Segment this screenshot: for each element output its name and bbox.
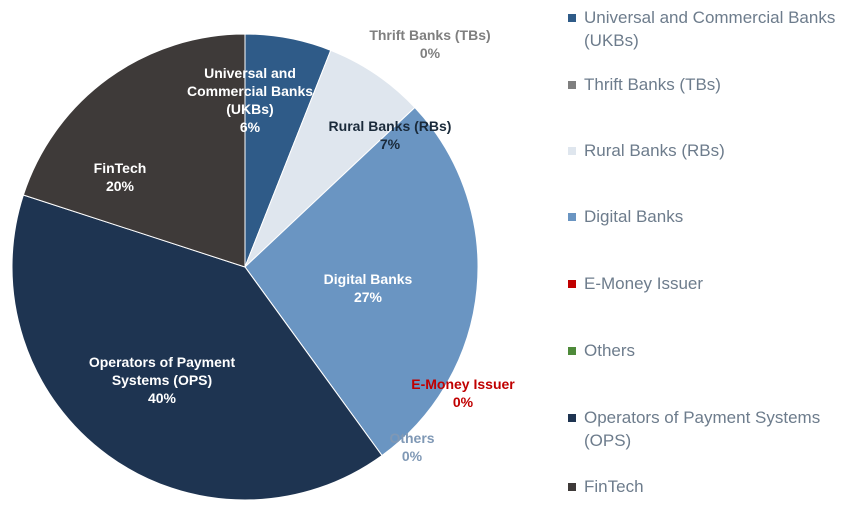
- data-label-name: Thrift Banks (TBs): [369, 27, 491, 43]
- legend-label: Operators of Payment Systems (OPS): [584, 408, 821, 450]
- data-label: Others 0%: [352, 429, 472, 465]
- data-label-value: 0%: [419, 45, 441, 61]
- legend-item: E-Money Issuer: [568, 272, 838, 295]
- legend-label: E-Money Issuer: [584, 274, 704, 293]
- data-label-value: 0%: [452, 394, 474, 410]
- data-label-value: 40%: [147, 390, 177, 406]
- data-label-name: Others: [389, 430, 435, 446]
- legend-label: Rural Banks (RBs): [584, 141, 725, 160]
- legend-swatch: [568, 347, 576, 355]
- pie-slice: [244, 106, 479, 457]
- legend-label: Others: [584, 341, 636, 360]
- data-label-name: Operators of Payment Systems (OPS): [88, 354, 236, 388]
- legend-item: FinTech: [568, 475, 838, 498]
- legend-item: Others: [568, 339, 838, 362]
- legend-swatch: [568, 414, 576, 422]
- data-label: FinTech 20%: [60, 159, 180, 195]
- legend-label: Thrift Banks (TBs): [584, 75, 721, 94]
- data-label: Rural Banks (RBs) 7%: [305, 117, 475, 153]
- legend-swatch: [568, 213, 576, 221]
- pie-slice: [22, 33, 246, 268]
- legend-swatch: [568, 81, 576, 89]
- data-label-value: 6%: [239, 119, 261, 135]
- legend-item: Operators of Payment Systems (OPS): [568, 406, 838, 452]
- legend-item: Universal and Commercial Banks (UKBs): [568, 6, 838, 52]
- data-label-value: 27%: [353, 289, 383, 305]
- data-label-value: 7%: [379, 136, 401, 152]
- legend-swatch: [568, 14, 576, 22]
- data-label: Operators of Payment Systems (OPS) 40%: [72, 353, 252, 407]
- data-label-name: Rural Banks (RBs): [328, 118, 452, 134]
- data-label-name: FinTech: [93, 160, 147, 176]
- legend-label: Digital Banks: [584, 207, 684, 226]
- data-label: Digital Banks 27%: [293, 270, 443, 306]
- legend-label: Universal and Commercial Banks (UKBs): [584, 8, 836, 50]
- legend-swatch: [568, 280, 576, 288]
- legend-item: Thrift Banks (TBs): [568, 73, 838, 96]
- data-label-value: 20%: [105, 178, 135, 194]
- data-label-name: Digital Banks: [323, 271, 413, 287]
- legend-item: Rural Banks (RBs): [568, 139, 838, 162]
- legend-item: Digital Banks: [568, 205, 838, 228]
- data-label-name: Universal and Commercial Banks (UKBs): [186, 65, 314, 117]
- data-label: Universal and Commercial Banks (UKBs) 6%: [175, 64, 325, 136]
- data-label-name: E-Money Issuer: [411, 376, 515, 392]
- data-label: Thrift Banks (TBs) 0%: [345, 26, 515, 62]
- data-label: E-Money Issuer 0%: [383, 375, 543, 411]
- pie-slice: [244, 49, 416, 268]
- pie-slice: [11, 194, 383, 501]
- data-label-value: 0%: [401, 448, 423, 464]
- legend-swatch: [568, 147, 576, 155]
- legend-swatch: [568, 483, 576, 491]
- legend-label: FinTech: [584, 477, 644, 496]
